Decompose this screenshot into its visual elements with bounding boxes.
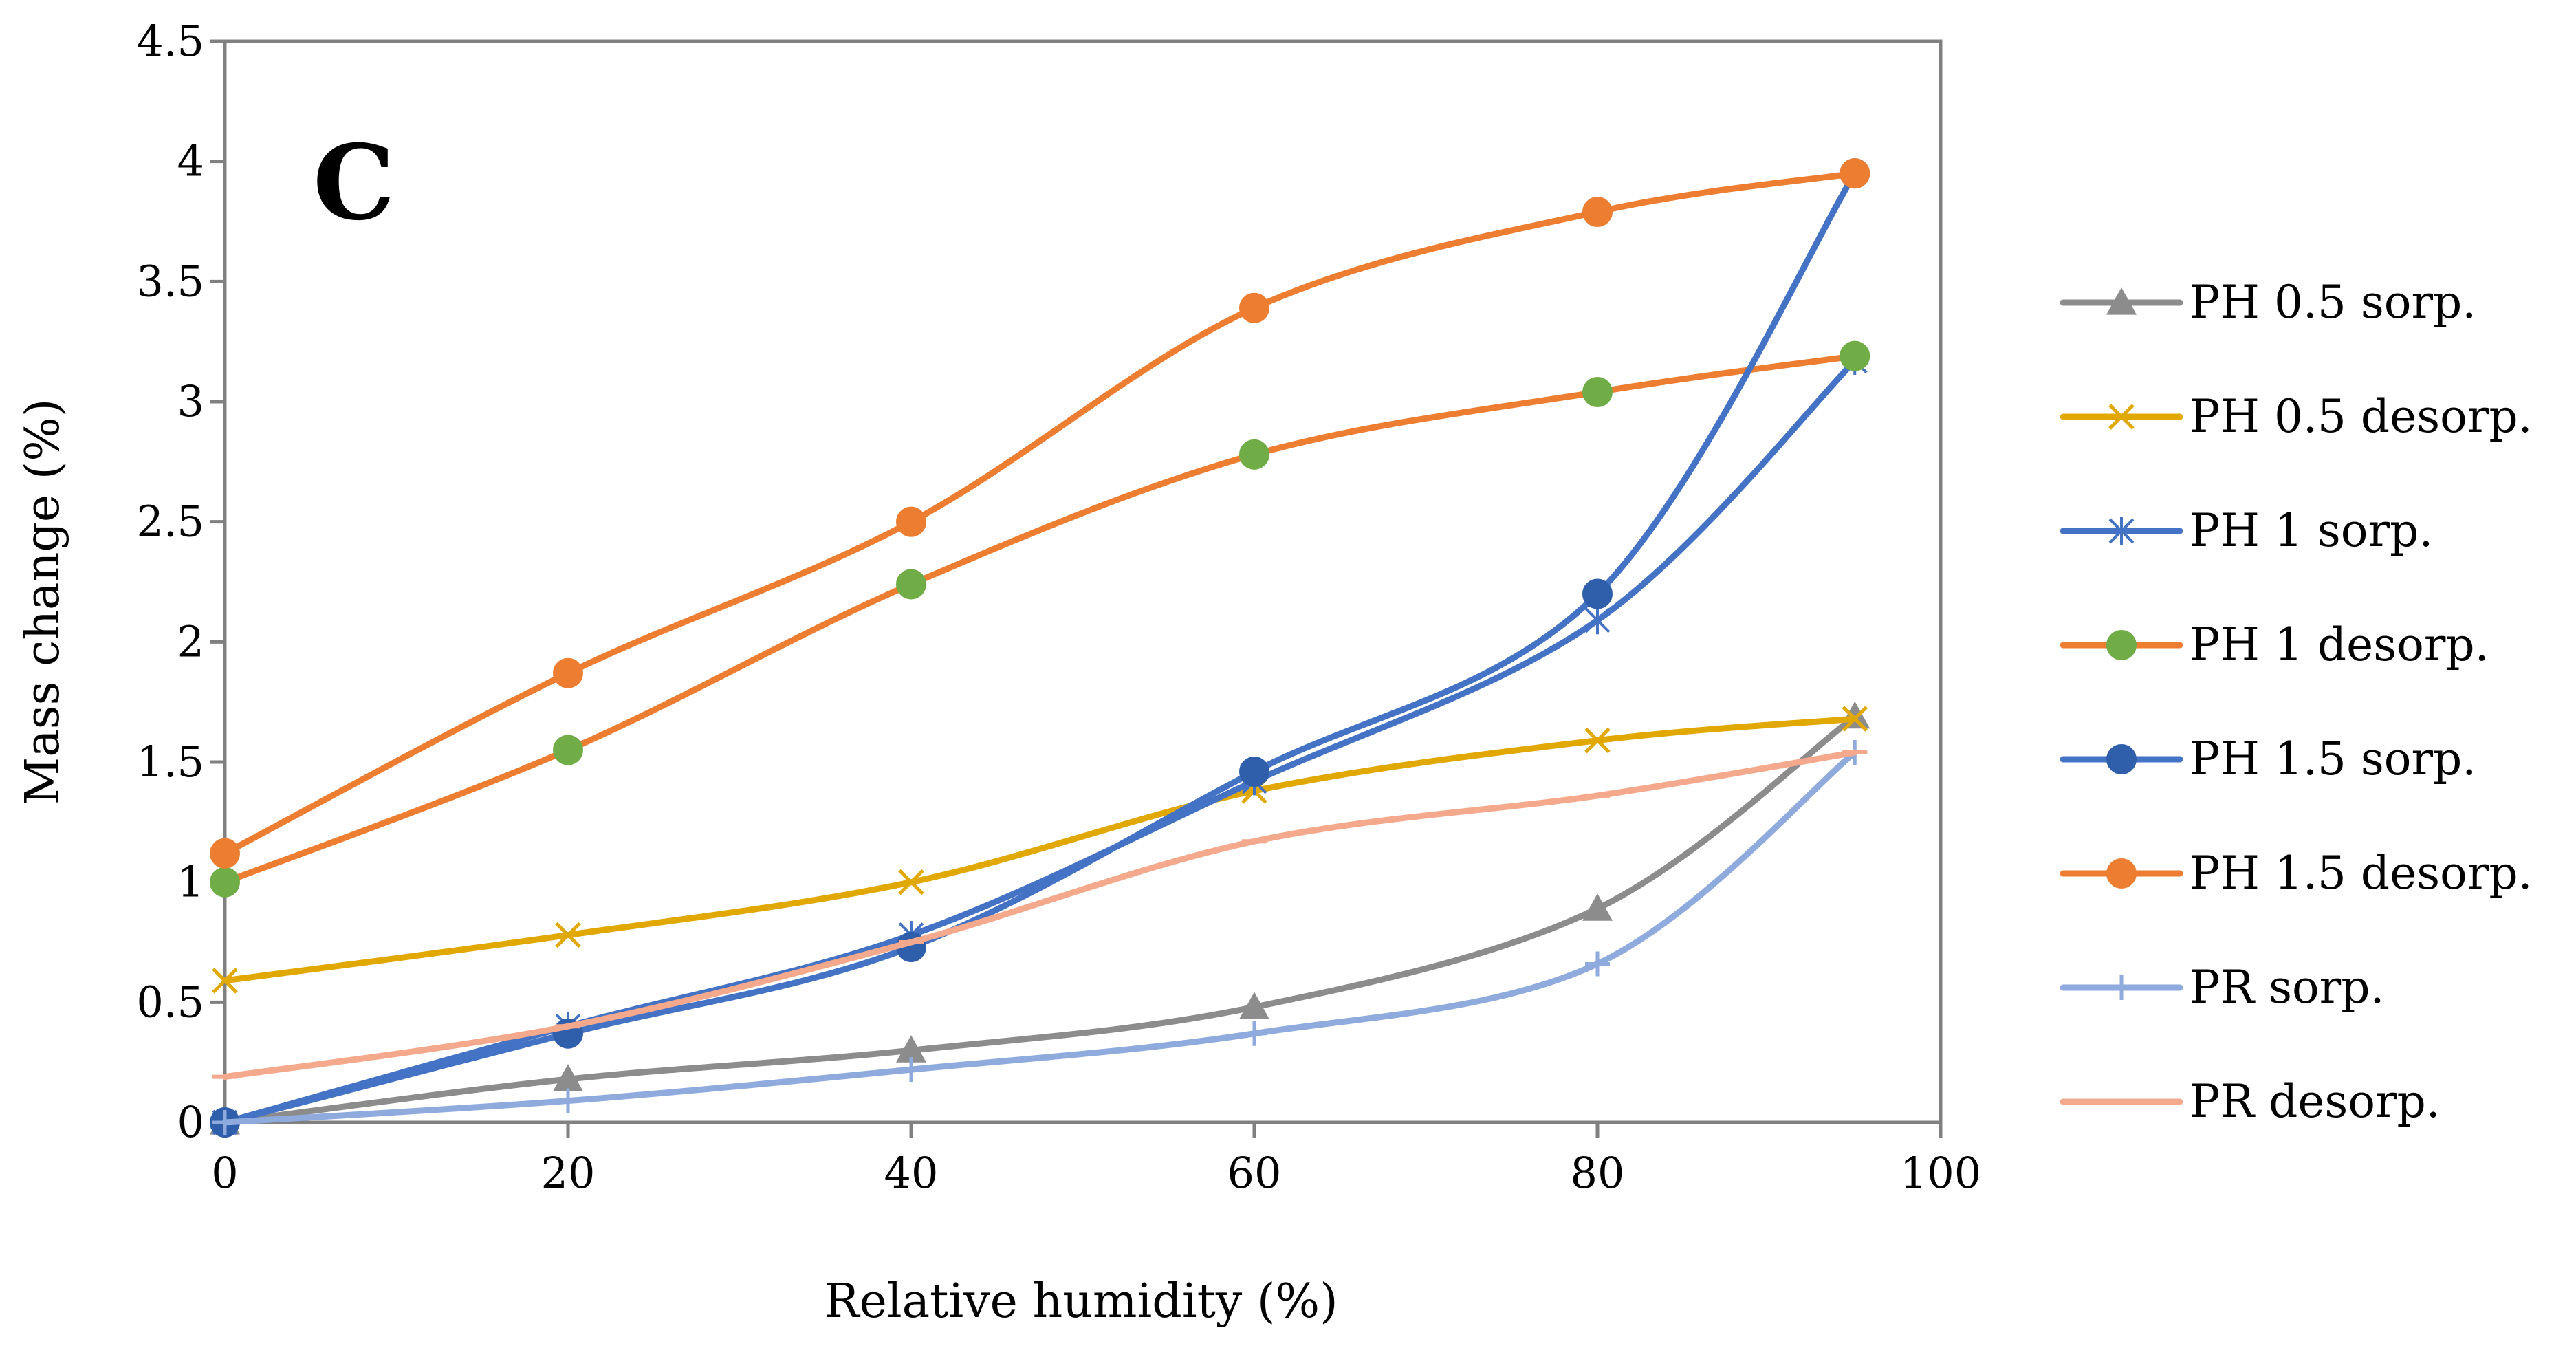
data-point — [1242, 1021, 1267, 1046]
legend-marker — [2106, 858, 2137, 889]
legend-item: PH 0.5 sorp. — [2060, 276, 2476, 329]
data-point — [555, 922, 581, 948]
x-tick-label: 80 — [1571, 1148, 1625, 1198]
series-layer — [210, 158, 1870, 1138]
data-point — [1582, 377, 1613, 408]
data-point — [1239, 439, 1269, 470]
y-tick-label: 1 — [177, 857, 204, 907]
data-point — [1584, 606, 1611, 635]
data-point — [896, 569, 926, 600]
panel-label: C — [313, 122, 395, 243]
x-tick-label: 60 — [1227, 1148, 1282, 1198]
legend-label: PH 0.5 desorp. — [2190, 390, 2533, 443]
legend: PH 0.5 sorp. PH 0.5 desorp. PH 1 sorp. PH 1… — [2060, 276, 2533, 1128]
y-tick-label: 0.5 — [136, 977, 204, 1027]
legend-marker — [2106, 744, 2137, 774]
data-point — [553, 657, 583, 688]
data-point — [1582, 893, 1613, 921]
legend-label: PR desorp. — [2190, 1075, 2441, 1128]
legend-label: PH 0.5 sorp. — [2190, 276, 2476, 329]
y-tick-label: 0 — [177, 1097, 204, 1147]
legend-item: PR sorp. — [2060, 961, 2384, 1014]
plot-area — [223, 39, 1943, 1124]
legend-label: PR sorp. — [2190, 961, 2384, 1014]
data-point — [212, 1110, 237, 1135]
legend-label: PH 1 desorp. — [2190, 618, 2489, 671]
y-tick-label: 4.5 — [136, 16, 204, 66]
legend-marker — [2108, 404, 2135, 430]
x-axis-title: Relative humidity (%) — [824, 1274, 1338, 1329]
data-point — [1584, 727, 1611, 754]
legend-label: PH 1 sorp. — [2190, 504, 2433, 557]
series-line — [221, 749, 1858, 1126]
y-tick-label: 3.5 — [136, 256, 204, 306]
legend-item: PH 1 desorp. — [2060, 618, 2489, 671]
legend-marker — [2108, 517, 2135, 545]
legend-label: PH 1.5 desorp. — [2190, 847, 2533, 900]
data-point — [1582, 197, 1613, 228]
data-point — [899, 1057, 924, 1083]
data-point — [896, 506, 926, 537]
x-tick-label: 100 — [1900, 1148, 1981, 1198]
data-point — [1840, 158, 1870, 189]
data-point — [1239, 992, 1269, 1019]
series-7 — [212, 749, 1868, 1080]
plot-frame — [223, 39, 1943, 1124]
series-line — [221, 715, 1858, 984]
x-axis-ticks: 0 20 40 60 80 100 — [211, 1122, 1981, 1198]
data-point — [1239, 756, 1269, 787]
y-tick-label: 2.5 — [136, 497, 204, 547]
series-line — [221, 713, 1858, 1126]
legend-item: PH 0.5 desorp. — [2060, 390, 2533, 443]
legend-item: PR desorp. — [2060, 1075, 2441, 1128]
legend-marker — [2109, 975, 2134, 1000]
y-axis-title: Mass change (%) — [16, 399, 70, 805]
data-point — [1239, 292, 1269, 323]
x-tick-label: 40 — [884, 1148, 939, 1198]
data-point — [210, 838, 240, 869]
legend-marker — [2106, 287, 2137, 315]
data-point — [556, 1088, 580, 1113]
y-tick-label: 1.5 — [136, 737, 204, 787]
data-point — [898, 869, 924, 895]
x-tick-label: 20 — [541, 1148, 596, 1198]
legend-item: PH 1 sorp. — [2060, 504, 2433, 557]
data-point — [1582, 578, 1613, 609]
data-point — [1840, 340, 1870, 371]
legend-marker — [2106, 630, 2137, 660]
legend-item: PH 1.5 sorp. — [2060, 732, 2476, 785]
data-point — [1842, 706, 1868, 732]
x-tick-label: 0 — [211, 1148, 238, 1198]
data-point — [1585, 951, 1610, 977]
series-5 — [210, 158, 1870, 869]
data-point — [210, 867, 240, 898]
data-point — [553, 735, 583, 765]
data-point — [896, 1035, 926, 1063]
series-line — [221, 170, 1858, 1126]
data-point — [212, 968, 238, 994]
y-tick-label: 3 — [177, 376, 204, 426]
y-tick-label: 2 — [177, 616, 204, 666]
legend-item: PH 1.5 desorp. — [2060, 847, 2533, 900]
y-tick-label: 4 — [177, 136, 204, 186]
legend-label: PH 1.5 sorp. — [2190, 732, 2476, 785]
data-point — [553, 1064, 583, 1091]
series-3 — [210, 340, 1870, 898]
